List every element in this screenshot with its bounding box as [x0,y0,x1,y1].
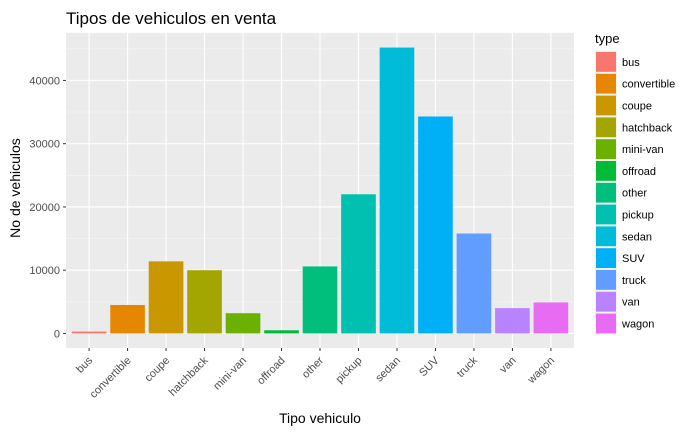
legend-label: mini-van [622,144,664,156]
x-tick-label: convertible [88,355,134,401]
bar-sedan [379,47,415,334]
legend-label: offroad [622,166,656,178]
x-tick-label: SUV [417,354,442,379]
legend-label: truck [622,275,646,287]
bar-coupe [148,261,184,334]
bar-wagon [533,302,569,334]
legend-label: sedan [622,231,652,243]
legend-swatch-other [596,182,616,203]
x-tick-label: coupe [142,355,172,385]
legend-label: wagon [621,319,654,331]
legend: type bus convertible coupe hatchback mini-va… [595,31,675,335]
y-tick-label: 30000 [29,139,60,151]
bar-pickup [341,194,376,334]
legend-label: convertible [622,79,675,91]
x-tick-label: bus [74,354,95,375]
legend-swatch-bus [596,52,616,72]
y-tick-label: 40000 [29,75,60,87]
legend-label: other [622,188,647,200]
legend-label: coupe [622,101,652,113]
legend-swatch-hatchback [596,117,616,138]
y-tick-label: 20000 [29,202,60,214]
x-tick-label: van [498,355,519,376]
x-tick-label: offroad [255,355,288,388]
legend-title: type [595,31,620,46]
x-tick-label: wagon [525,355,557,387]
y-tick-label: 10000 [29,265,60,277]
bar-hatchback [187,270,222,334]
x-tick-label: pickup [334,355,365,386]
legend-swatch-offroad [596,161,616,181]
legend-swatch-sedan [596,226,616,247]
y-axis: 0 10000 20000 30000 40000 [29,75,66,340]
bar-offroad [264,330,299,334]
legend-label: van [622,297,640,309]
bar-bus [71,331,107,334]
y-tick-label: 0 [54,328,60,340]
bar-suv [418,116,453,334]
legend-label: bus [622,57,640,69]
chart-title: Tipos de vehiculos en venta [66,9,277,28]
legend-swatch-suv [596,248,616,268]
bar-mini-van [225,313,261,334]
x-tick-label: truck [455,354,481,380]
legend-label: hatchback [622,122,673,134]
legend-label: pickup [622,210,654,222]
legend-label: SUV [622,253,645,265]
bar-truck [456,233,492,334]
legend-swatch-pickup [596,204,616,225]
x-tick-label: other [300,354,326,380]
legend-swatch-wagon [596,313,616,334]
legend-swatch-mini-van [596,139,616,159]
legend-swatch-convertible [596,73,616,94]
bar-other [302,266,338,334]
x-tick-label: sedan [373,355,403,385]
x-tick-label: hatchback [167,354,211,398]
bar-convertible [110,304,145,334]
x-tick-label: mini-van [211,355,249,393]
x-axis-title: Tipo vehiculo [279,410,361,426]
bar-van [495,308,530,334]
legend-swatch-van [596,291,616,312]
legend-swatch-coupe [596,95,616,116]
bars [71,47,569,334]
y-axis-title: No de vehiculos [7,138,23,238]
legend-swatch-truck [596,270,616,290]
